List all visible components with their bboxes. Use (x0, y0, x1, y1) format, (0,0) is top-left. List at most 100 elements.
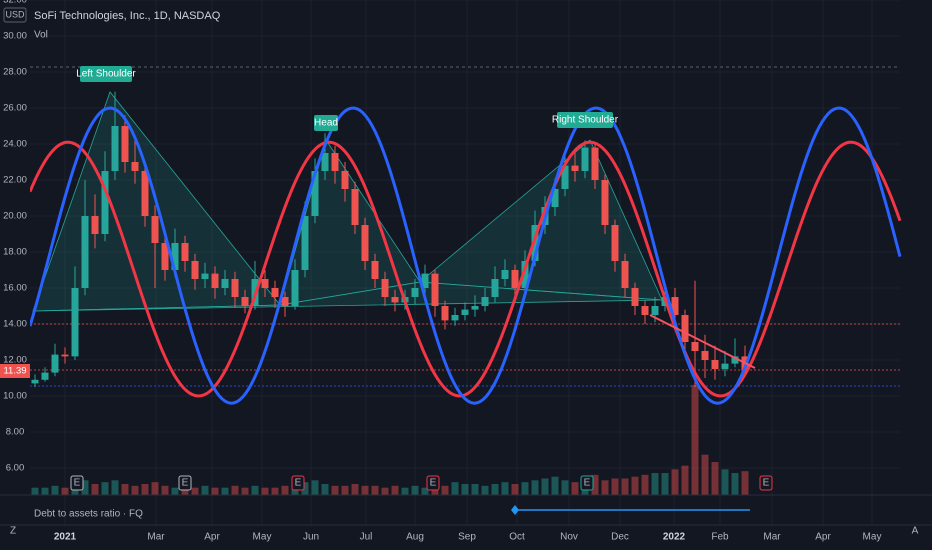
candle-body (301, 216, 309, 270)
candle-body (361, 225, 369, 261)
candle-body (701, 351, 709, 360)
volume-bar (381, 487, 389, 495)
candle-body (141, 171, 149, 216)
x-axis: 2021 Mar Apr May Jun Jul Aug Sep Oct Nov Dec 2022 Fe… (54, 532, 882, 543)
x-tick-label: Apr (204, 532, 220, 543)
y-tick-label: 10.00 (3, 391, 27, 402)
volume-bar (561, 480, 569, 495)
y-tick-label: 30.00 (3, 31, 27, 42)
x-tick-label: Jul (360, 532, 373, 543)
volume-bar (111, 480, 119, 495)
candle-body (421, 273, 429, 288)
volume-bar (51, 485, 59, 495)
candle-body (631, 288, 639, 306)
volume-bar (191, 487, 199, 495)
volume-bar (491, 484, 499, 495)
volume-bar (231, 485, 239, 495)
candle-body (581, 147, 589, 171)
earnings-marker[interactable]: E (74, 478, 81, 489)
candle-body (451, 315, 459, 321)
candle-body (41, 372, 49, 380)
volume-bar (601, 480, 609, 495)
volume-bar (731, 473, 739, 495)
x-tick-label: Oct (509, 532, 525, 543)
volume-bar (351, 484, 359, 495)
toolbar-icon[interactable]: A (912, 526, 919, 537)
volume-bar (301, 482, 309, 495)
label-box (80, 66, 132, 82)
earnings-marker[interactable]: E (430, 478, 437, 489)
volume-bar (171, 487, 179, 495)
candle-body (161, 243, 169, 270)
volume-bar (341, 485, 349, 495)
volume-bar (311, 480, 319, 495)
volume-bar (521, 482, 529, 495)
candle-body (471, 306, 479, 310)
last-price-label: 11.39 (3, 365, 26, 376)
volume-bar (571, 482, 579, 495)
pattern-labels: Left Shoulder Head Right Shoulder (76, 66, 619, 131)
volume-bar (501, 482, 509, 495)
chart-title: SoFi Technologies, Inc., 1D, NASDAQ (34, 10, 221, 22)
candle-body (311, 171, 319, 216)
volume-bar (41, 487, 49, 495)
currency: USD (5, 9, 25, 19)
volume-bar (421, 487, 429, 495)
earnings-box (291, 475, 305, 491)
candle-body (201, 273, 209, 279)
wave (28, 140, 902, 398)
candle-body (71, 288, 79, 357)
candle-body (101, 171, 109, 234)
candle-body (81, 216, 89, 288)
volume-bar (591, 474, 599, 495)
candle-body (641, 306, 649, 315)
earnings-marker[interactable]: E (182, 478, 189, 489)
candle-body (591, 147, 599, 180)
y-tick-label: 32.00 (3, 0, 27, 6)
earnings-marker[interactable]: E (295, 478, 302, 489)
candle-body (341, 171, 349, 189)
y-tick-label: 14.00 (3, 319, 27, 330)
earnings-marker[interactable]: E (763, 478, 770, 489)
candle-body (611, 225, 619, 261)
toolbar-icon[interactable]: Z (10, 526, 16, 537)
candle-body (651, 306, 659, 315)
volume-bar (671, 469, 679, 495)
earnings-marker[interactable]: E (584, 478, 591, 489)
currency-box (3, 7, 27, 23)
indicator-label: Debt to assets ratio · FQ (34, 509, 143, 520)
candle-body (211, 273, 219, 288)
candle-body (481, 297, 489, 306)
volume-bar (681, 465, 689, 495)
volume-bar (91, 484, 99, 495)
candle-body (441, 306, 449, 321)
candle-body (711, 360, 719, 369)
volume-bar (441, 485, 449, 495)
volume-bar (711, 462, 719, 495)
label-box (557, 112, 613, 128)
x-tick-label: May (253, 532, 272, 543)
candle-body (691, 342, 699, 351)
x-tick-label: 2021 (54, 532, 77, 543)
volume-bar (741, 471, 749, 495)
volume-bar (271, 487, 279, 495)
volume-bar (61, 487, 69, 495)
candle-body (261, 279, 269, 288)
volume-bar (81, 480, 89, 495)
volume-bar (691, 385, 699, 495)
wave (28, 106, 902, 405)
x-tick-label: Dec (611, 532, 629, 543)
volume-bar (451, 482, 459, 495)
candle-body (571, 165, 579, 171)
x-tick-label: Apr (815, 532, 831, 543)
candle-body (391, 297, 399, 303)
volume-bar (461, 484, 469, 495)
y-tick-label: 24.00 (3, 139, 27, 150)
volume-bar (371, 485, 379, 495)
volume-bar (261, 487, 269, 495)
y-tick-label: 20.00 (3, 211, 27, 222)
volume-bar (511, 484, 519, 495)
volume-bar (131, 485, 139, 495)
trend-line (649, 314, 756, 369)
x-tick-label: Sep (458, 532, 476, 543)
